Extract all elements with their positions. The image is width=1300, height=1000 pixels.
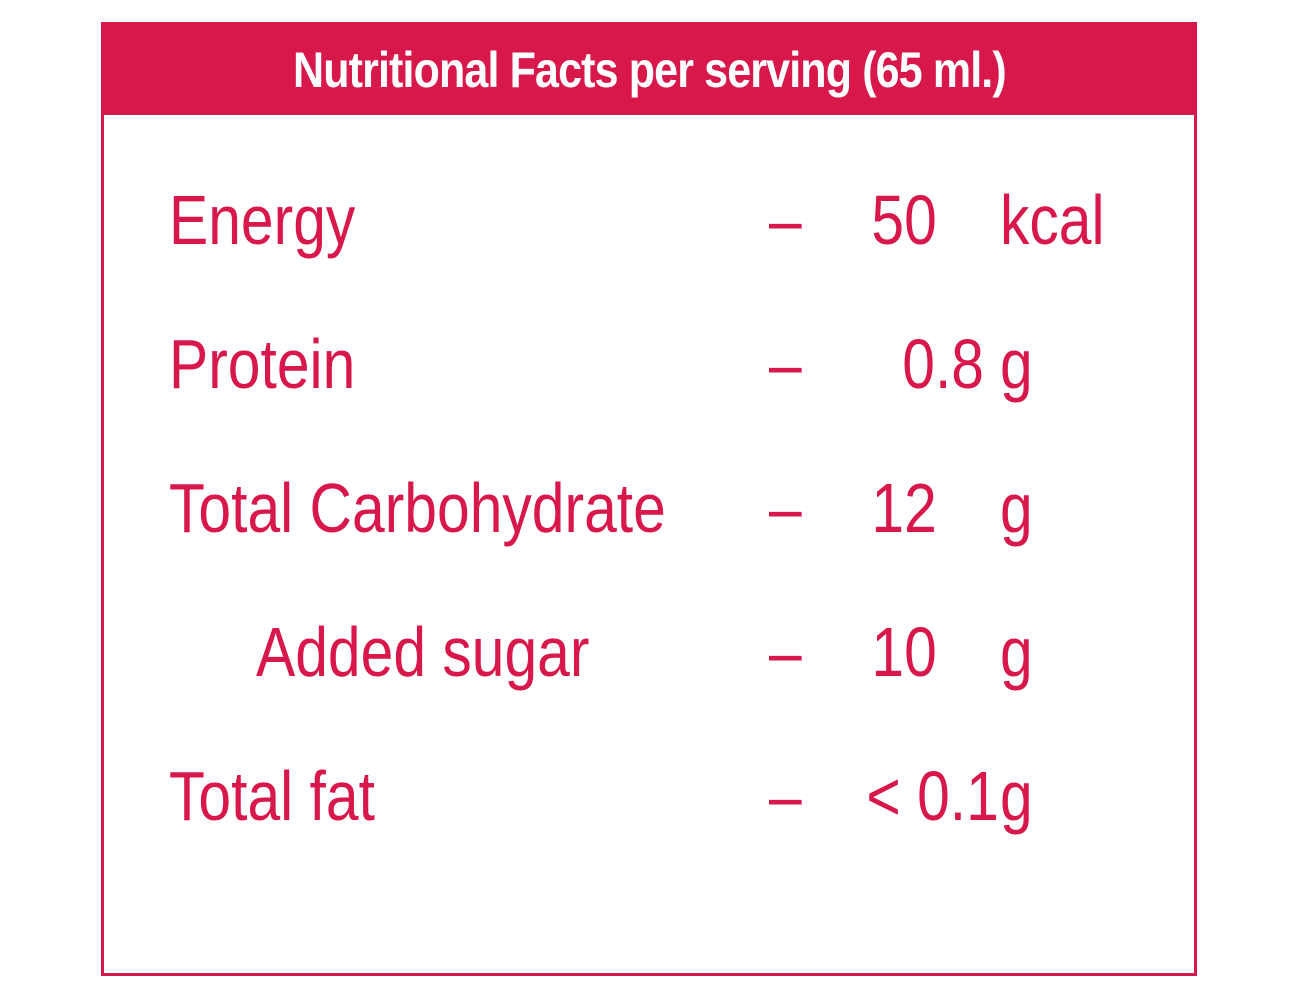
carbohydrate-value: 12 <box>871 469 937 547</box>
energy-label: Energy <box>169 181 356 259</box>
added-sugar-row: Added sugar – 10 g <box>104 607 1194 697</box>
protein-value: 0.8 <box>902 325 984 403</box>
protein-separator: – <box>769 325 802 403</box>
carbohydrate-row: Total Carbohydrate – 12 g <box>104 463 1194 553</box>
protein-label: Protein <box>169 325 356 403</box>
nutrition-title: Nutritional Facts per serving (65 ml.) <box>292 42 1007 98</box>
added-sugar-label: Added sugar <box>256 613 590 691</box>
energy-value: 50 <box>871 181 937 259</box>
protein-unit: g <box>1000 325 1033 403</box>
carbohydrate-separator: – <box>769 469 802 547</box>
carbohydrate-unit: g <box>1000 469 1033 547</box>
total-fat-value: < 0.1 <box>866 757 999 835</box>
energy-unit: kcal <box>1000 181 1105 259</box>
total-fat-row: Total fat – < 0.1 g <box>104 751 1194 841</box>
protein-row: Protein – 0.8 g <box>104 319 1194 409</box>
total-fat-unit: g <box>1000 757 1033 835</box>
added-sugar-separator: – <box>769 613 802 691</box>
nutrition-header: Nutritional Facts per serving (65 ml.) <box>104 25 1194 115</box>
total-fat-separator: – <box>769 757 802 835</box>
nutrition-facts-panel: Nutritional Facts per serving (65 ml.) E… <box>101 22 1197 976</box>
carbohydrate-label: Total Carbohydrate <box>169 469 666 547</box>
energy-row: Energy – 50 kcal <box>104 175 1194 265</box>
added-sugar-unit: g <box>1000 613 1033 691</box>
energy-separator: – <box>769 181 802 259</box>
total-fat-label: Total fat <box>169 757 375 835</box>
added-sugar-value: 10 <box>871 613 937 691</box>
